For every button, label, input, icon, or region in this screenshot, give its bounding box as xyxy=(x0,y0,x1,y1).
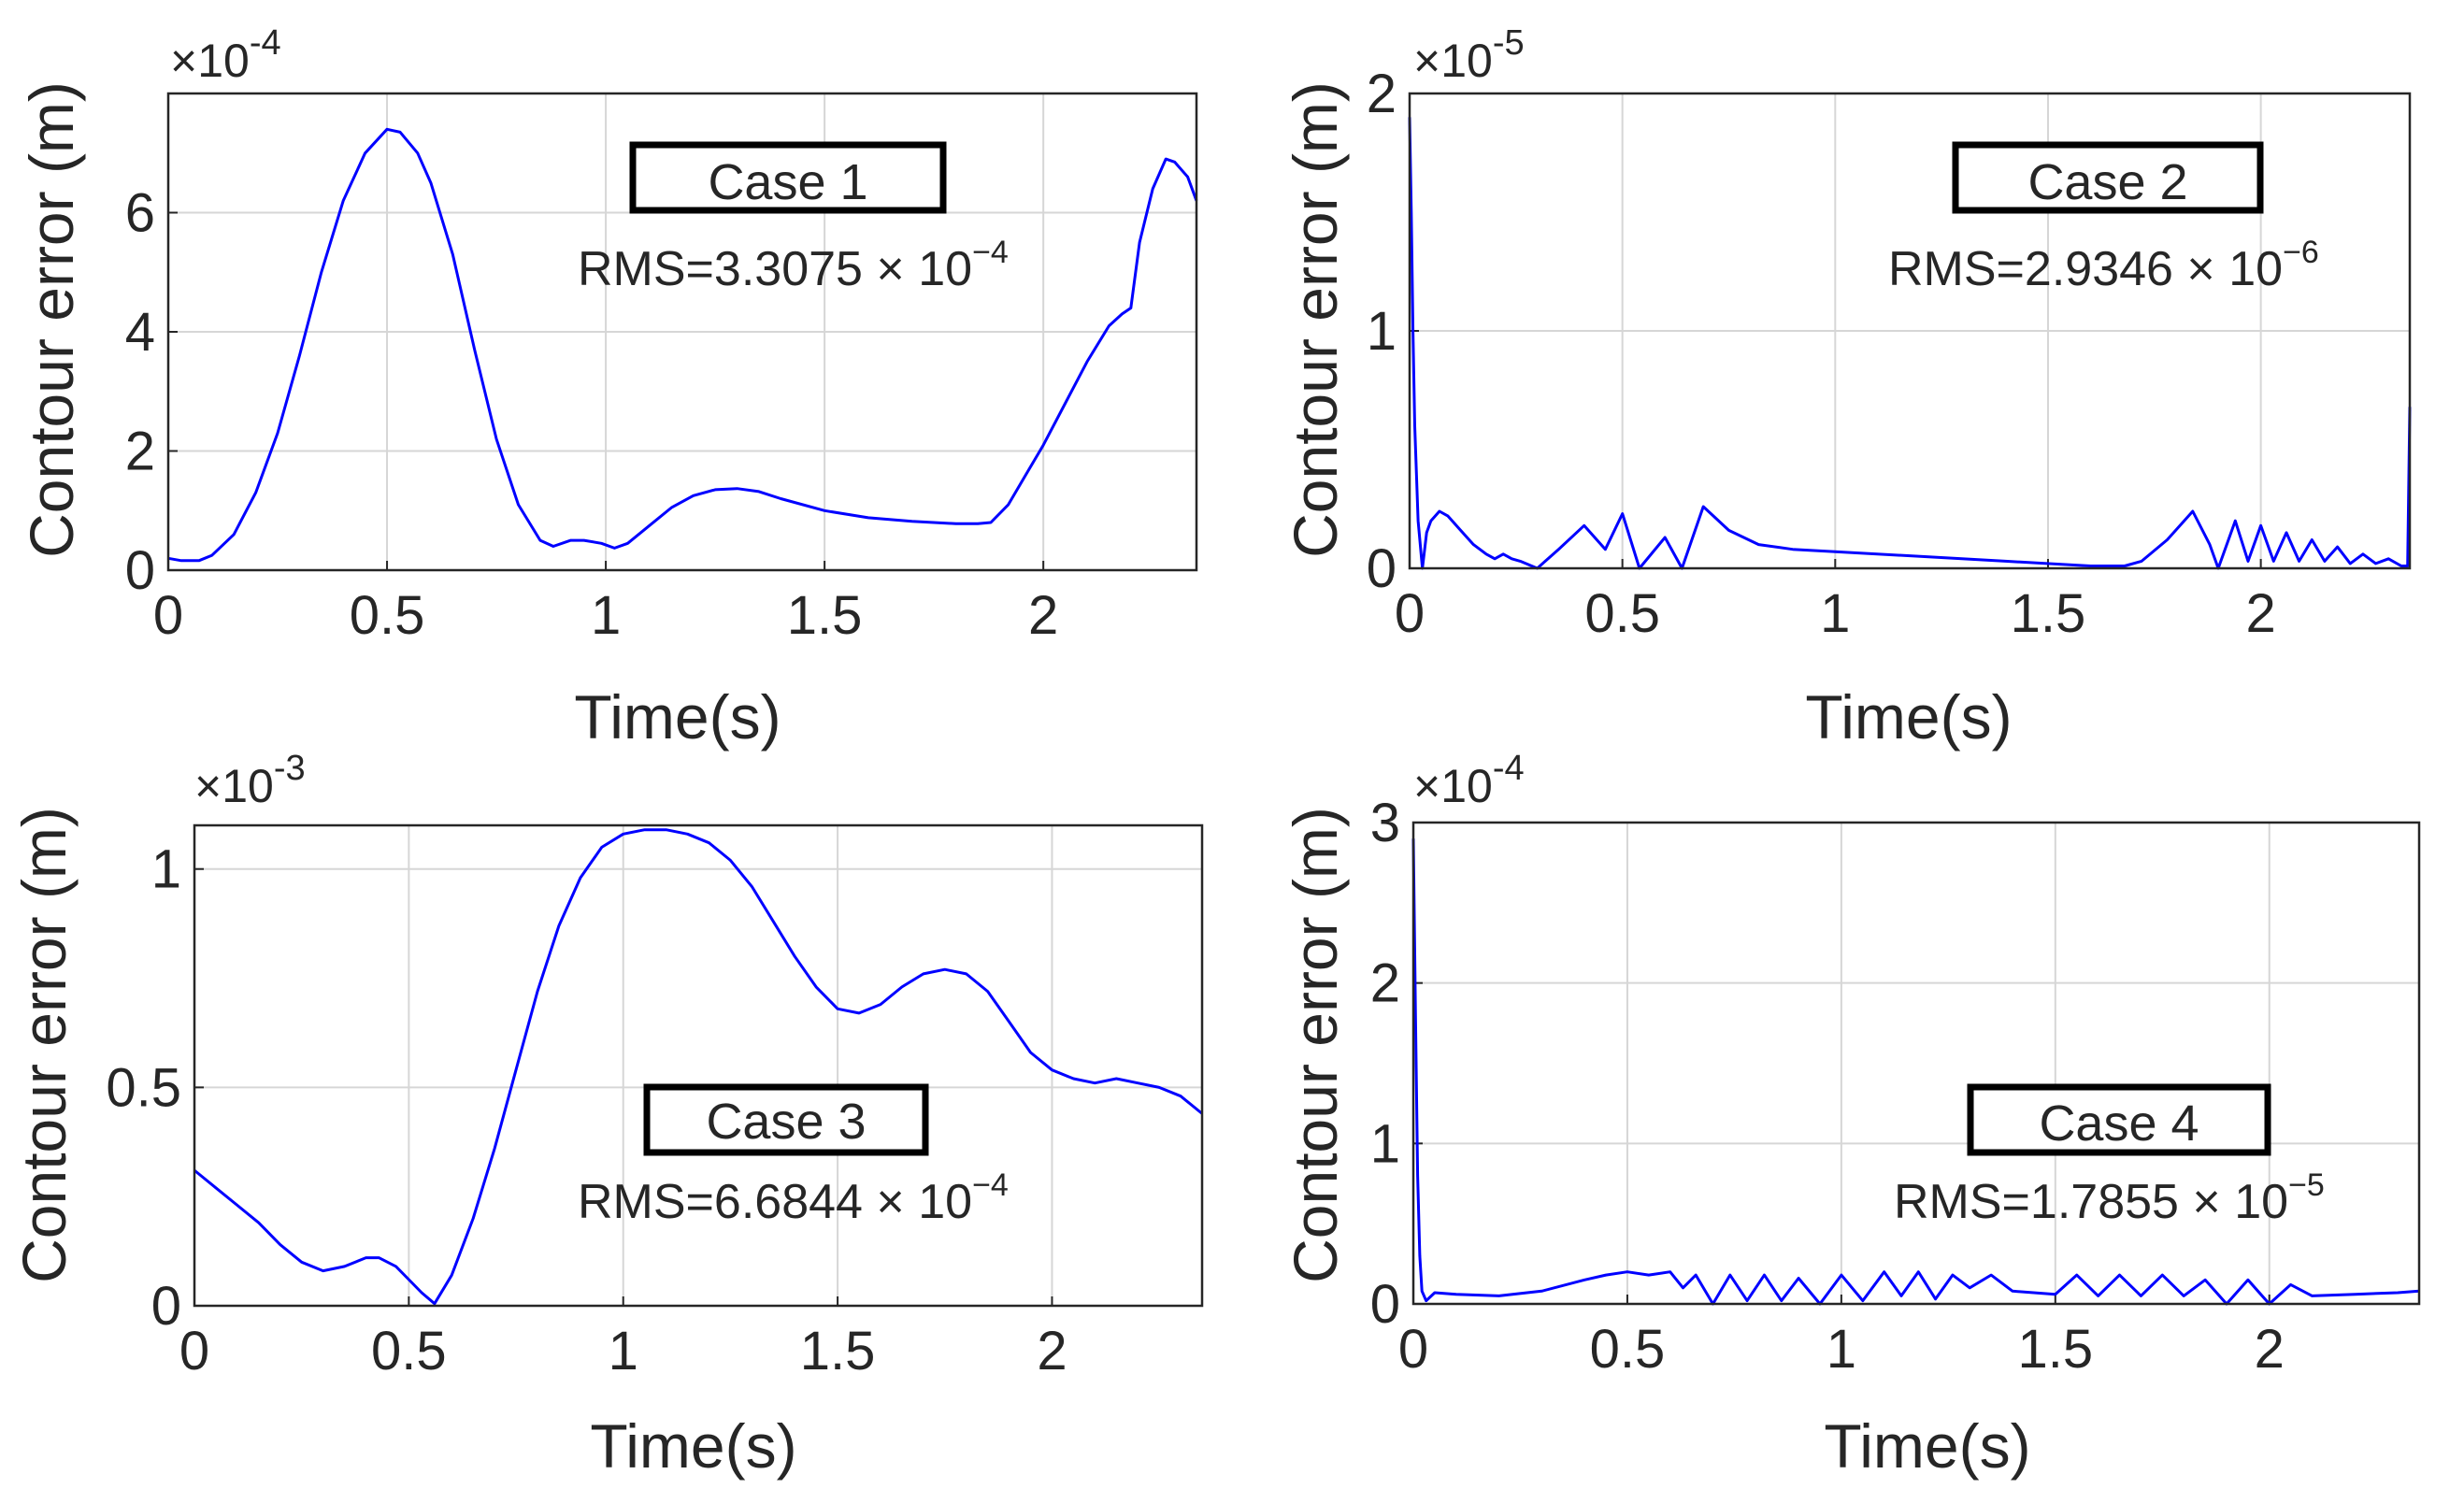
chart-panel-case-4: Contour error (m) Time(s) ×10-4 0 0.5 1 1.5… xyxy=(1281,749,2421,1481)
case-label-box xyxy=(643,1083,929,1156)
exponent-power: -5 xyxy=(1493,23,1525,63)
case-label: Case 4 xyxy=(2039,1095,2199,1152)
rms-power: −6 xyxy=(2283,235,2319,270)
rms-text: RMS=3.3075 × 10 xyxy=(578,242,972,296)
series-line xyxy=(1408,117,2412,570)
exponent-power: -4 xyxy=(1493,749,1525,788)
rms-text: RMS=2.9346 × 10 xyxy=(1888,242,2283,296)
x-tick-label: 0.5 xyxy=(1584,583,1660,644)
y-tick-label: 2 xyxy=(1370,953,1400,1014)
y-tick-label: 2 xyxy=(1367,64,1397,124)
y-tick-label: 0 xyxy=(151,1276,181,1337)
series-line xyxy=(1411,838,2420,1306)
exponent-label: ×10-3 xyxy=(194,749,306,812)
rms-power: −5 xyxy=(2288,1167,2325,1203)
axes-box xyxy=(166,92,1198,572)
grid xyxy=(1412,822,2419,1305)
y-tick-label: 2 xyxy=(125,422,155,482)
case-label: Case 3 xyxy=(706,1094,866,1150)
x-axis-label: Time(s) xyxy=(1805,682,2012,752)
x-tick-label: 0 xyxy=(1398,1319,1428,1380)
x-tick-label: 0 xyxy=(153,585,183,646)
y-tick-label: 6 xyxy=(125,183,155,244)
y-tick-label: 0 xyxy=(125,540,155,601)
chart-panel-case-3: Contour error (m) Time(s) ×10-3 0 0.5 1 1.5… xyxy=(9,749,1204,1481)
series-line xyxy=(193,828,1203,1306)
exponent-base: ×10 xyxy=(170,35,250,87)
exponent-label: ×10-4 xyxy=(170,23,281,87)
ticks: 0 0.5 1 1.5 2 0 1 2 xyxy=(1367,64,2276,644)
axes-box xyxy=(1411,821,2421,1306)
x-tick-label: 0 xyxy=(179,1321,209,1381)
y-tick-label: 1 xyxy=(1367,301,1397,362)
y-tick-label: 0 xyxy=(1367,538,1397,599)
y-axis-label: Contour error (m) xyxy=(17,81,86,558)
x-tick-label: 2 xyxy=(2246,583,2276,644)
exponent-base: ×10 xyxy=(194,760,274,812)
x-tick-label: 1 xyxy=(1820,583,1850,644)
y-axis-label: Contour error (m) xyxy=(1281,807,1350,1283)
x-tick-label: 1.5 xyxy=(2011,583,2086,644)
x-tick-label: 2 xyxy=(2255,1319,2285,1380)
x-axis-label: Time(s) xyxy=(574,682,781,752)
axes-box xyxy=(193,823,1204,1308)
x-tick-label: 0.5 xyxy=(1590,1319,1666,1380)
x-tick-label: 1 xyxy=(1827,1319,1856,1380)
chart-panel-case-1: Contour error (m) Time(s) ×10-4 0 0.5 1 1.5… xyxy=(17,23,1198,752)
ticks: 0 0.5 1 1.5 2 0 2 4 6 xyxy=(125,183,1059,647)
exponent-power: -3 xyxy=(274,749,306,788)
y-axis-label: Contour error (m) xyxy=(1281,81,1350,558)
chart-panel-case-2: Contour error (m) Time(s) ×10-5 0 0.5 1 1.5… xyxy=(1281,23,2412,752)
y-tick-label: 0.5 xyxy=(106,1057,181,1118)
x-tick-label: 1 xyxy=(591,585,621,646)
x-tick-label: 1.5 xyxy=(2017,1319,2093,1380)
exponent-power: -4 xyxy=(250,23,281,63)
x-tick-label: 1.5 xyxy=(800,1321,876,1381)
axes-box xyxy=(1408,92,2412,570)
series xyxy=(1408,117,2412,570)
x-tick-label: 1 xyxy=(609,1321,638,1381)
y-tick-label: 0 xyxy=(1370,1274,1400,1335)
case-label: Case 1 xyxy=(708,154,867,210)
rms-annotation: RMS=1.7855 × 10−5 xyxy=(1894,1167,2325,1229)
x-tick-label: 2 xyxy=(1028,585,1058,646)
x-axis-label: Time(s) xyxy=(590,1411,796,1481)
y-tick-label: 1 xyxy=(1370,1113,1400,1174)
series-line xyxy=(167,127,1198,563)
rms-text: RMS=6.6844 × 10 xyxy=(578,1175,972,1229)
rms-power: −4 xyxy=(972,235,1009,270)
ticks: 0 0.5 1 1.5 2 0 0.5 1 xyxy=(106,839,1067,1381)
rms-annotation: RMS=6.6844 × 10−4 xyxy=(578,1167,1009,1229)
case-label-box xyxy=(1952,141,2264,214)
grid xyxy=(193,825,1202,1307)
x-tick-label: 0 xyxy=(1395,583,1425,644)
series xyxy=(167,127,1198,563)
x-tick-label: 0.5 xyxy=(350,585,425,646)
y-tick-label: 4 xyxy=(125,302,155,363)
y-tick-label: 1 xyxy=(151,839,181,900)
rms-annotation: RMS=3.3075 × 10−4 xyxy=(578,235,1009,296)
x-tick-label: 2 xyxy=(1037,1321,1067,1381)
exponent-label: ×10-4 xyxy=(1413,749,1525,812)
exponent-base: ×10 xyxy=(1413,35,1493,87)
y-tick-label: 3 xyxy=(1370,793,1400,853)
rms-power: −4 xyxy=(972,1167,1009,1203)
x-tick-label: 1.5 xyxy=(787,585,863,646)
exponent-label: ×10-5 xyxy=(1413,23,1525,87)
x-tick-label: 0.5 xyxy=(371,1321,447,1381)
series xyxy=(1411,838,2420,1306)
x-axis-label: Time(s) xyxy=(1824,1411,2030,1481)
ticks: 0 0.5 1 1.5 2 0 1 2 3 xyxy=(1370,793,2285,1380)
y-axis-label: Contour error (m) xyxy=(9,807,79,1283)
case-label-box xyxy=(629,141,947,214)
case-label: Case 2 xyxy=(2027,154,2187,210)
rms-annotation: RMS=2.9346 × 10−6 xyxy=(1888,235,2319,296)
series xyxy=(193,828,1203,1306)
rms-text: RMS=1.7855 × 10 xyxy=(1894,1175,2288,1229)
exponent-base: ×10 xyxy=(1413,760,1493,812)
case-label-box xyxy=(1967,1083,2271,1156)
